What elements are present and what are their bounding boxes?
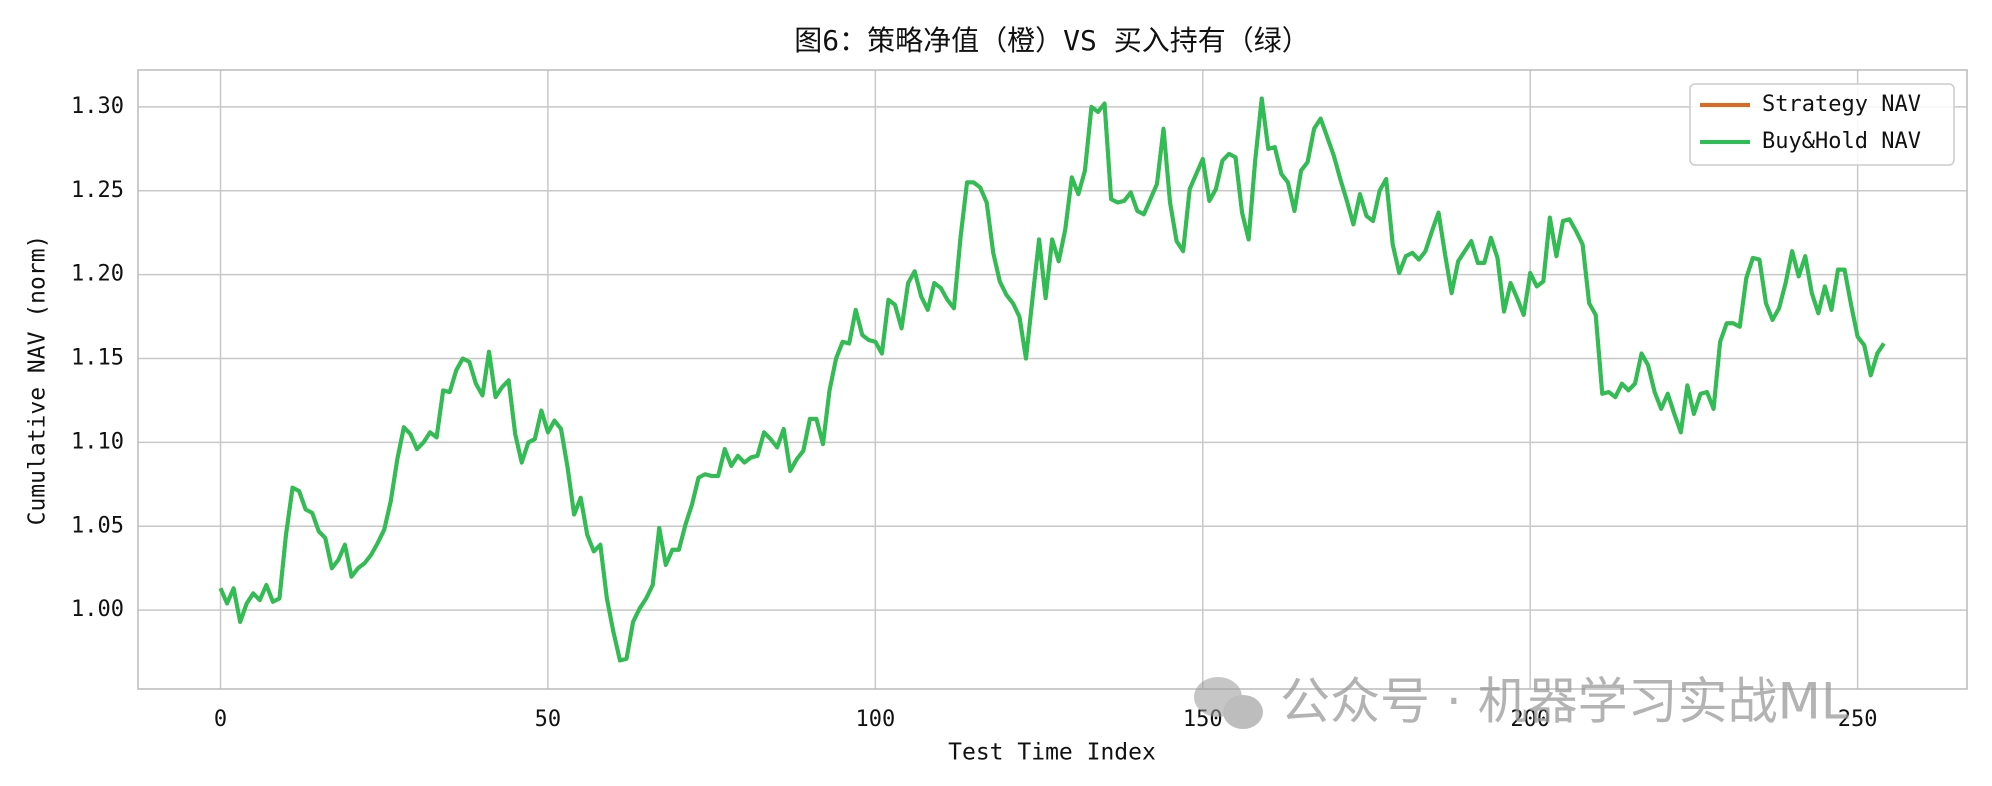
watermark-icon (1194, 677, 1263, 729)
plot-frame (137, 69, 1968, 690)
x-tick-label: 250 (1838, 707, 1878, 732)
legend: Strategy NAV Buy&Hold NAV (1689, 83, 1955, 166)
y-tick-label: 1.05 (71, 513, 124, 538)
y-tick-label: 1.15 (71, 346, 124, 371)
icon-bubble (1223, 695, 1263, 729)
y-tick-label: 1.30 (71, 94, 124, 119)
y-tick-label: 1.20 (71, 262, 124, 287)
watermark: 公众号 · 机器学习实战ML (1280, 673, 1849, 731)
y-tick-label: 1.25 (71, 178, 124, 203)
x-tick-label: 50 (535, 707, 562, 732)
y-tick-label: 1.00 (71, 597, 124, 622)
legend-box (1689, 83, 1955, 166)
x-tick-label: 100 (855, 707, 895, 732)
line-series (218, 96, 1886, 663)
x-axis-label: Test Time Index (948, 740, 1156, 766)
legend-label: Strategy NAV (1762, 92, 1921, 117)
y-tick-label: 1.10 (71, 429, 124, 454)
y-axis-label: Cumulative NAV (norm) (25, 235, 51, 526)
x-tick-label: 0 (214, 707, 227, 732)
x-tick-label: 200 (1510, 707, 1550, 732)
legend-label: Buy&Hold NAV (1762, 129, 1921, 154)
chart-title: 图6：策略净值（橙）VS 买入持有（绿） (794, 24, 1309, 57)
